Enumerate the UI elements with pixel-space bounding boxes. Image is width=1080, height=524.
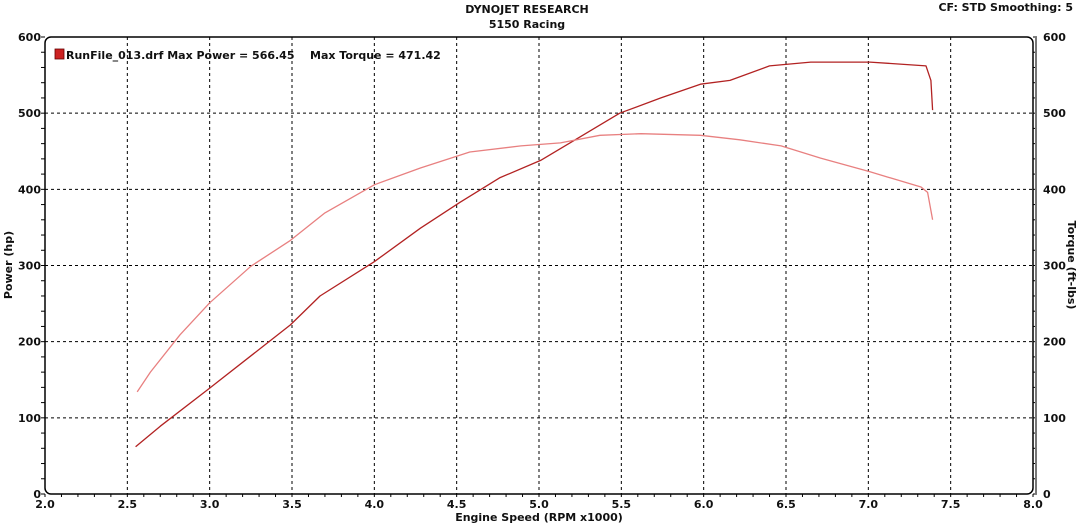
legend-run-label: RunFile_013.drf Max Power = 566.45	[66, 49, 295, 62]
y2-tick-label: 0	[1043, 488, 1051, 501]
legend-torque-label: Max Torque = 471.42	[310, 49, 441, 62]
x-tick-label: 7.0	[859, 498, 879, 511]
axes: 2.0 2.5 3.0 3.5 4.0 4.5 5.0 5.5 6.0 6.5 7.0 7.5 8.00…	[18, 31, 1066, 511]
x-tick-label: 5.0	[529, 498, 549, 511]
grid	[45, 37, 1033, 494]
y2-tick-label: 400	[1043, 183, 1066, 196]
series-layer	[135, 61, 934, 448]
y-tick-label: 200	[18, 336, 41, 349]
y2-axis-label: Torque (ft-lbs)	[1065, 221, 1078, 310]
x-tick-label: 5.5	[612, 498, 632, 511]
y-tick-label: 500	[18, 107, 41, 120]
x-tick-label: 4.5	[447, 498, 467, 511]
y2-tick-label: 600	[1043, 31, 1066, 44]
chart-subtitle: 5150 Racing	[489, 18, 565, 31]
x-tick-label: 4.0	[365, 498, 385, 511]
chart-title: DYNOJET RESEARCH	[465, 3, 588, 16]
x-tick-label: 3.5	[282, 498, 302, 511]
y-tick-label: 600	[18, 31, 41, 44]
y-tick-label: 100	[18, 412, 41, 425]
y2-tick-label: 100	[1043, 412, 1066, 425]
correction-info: CF: STD Smoothing: 5	[938, 1, 1073, 14]
x-tick-label: 7.5	[941, 498, 961, 511]
x-tick-label: 2.0	[35, 498, 55, 511]
power-curve	[135, 61, 934, 448]
y-axis-label: Power (hp)	[2, 231, 15, 299]
y2-tick-label: 500	[1043, 107, 1066, 120]
x-axis-label: Engine Speed (RPM x1000)	[455, 511, 623, 524]
y-tick-label: 0	[33, 488, 41, 501]
torque-curve	[136, 133, 934, 393]
x-tick-label: 2.5	[118, 498, 138, 511]
y2-tick-label: 200	[1043, 336, 1066, 349]
x-tick-label: 8.0	[1023, 498, 1043, 511]
y2-tick-label: 300	[1043, 260, 1066, 273]
x-tick-label: 6.5	[776, 498, 796, 511]
y-tick-label: 400	[18, 183, 41, 196]
y-tick-label: 300	[18, 260, 41, 273]
x-tick-label: 3.0	[200, 498, 220, 511]
legend-swatch	[54, 48, 65, 60]
x-tick-label: 6.0	[694, 498, 714, 511]
